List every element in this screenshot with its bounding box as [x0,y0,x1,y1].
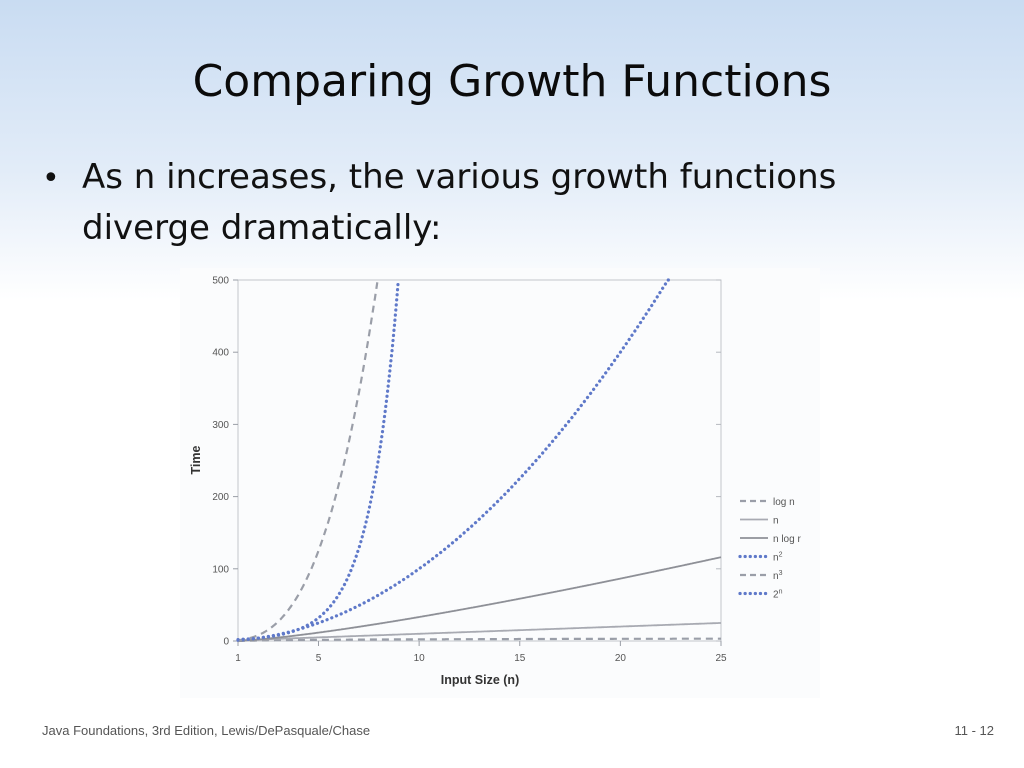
y-tick-label: 0 [223,637,229,648]
legend-label-3: n2 [773,552,783,564]
x-tick-label: 5 [316,653,322,664]
series-line-0 [237,637,722,643]
legend-label-0: log n [773,497,795,508]
bullet-text: As n increases, the various growth funct… [82,157,837,248]
x-tick-label: 10 [414,653,426,664]
y-tick-label: 400 [212,348,229,359]
series-line-1 [237,622,722,642]
x-tick-label: 1 [235,653,241,664]
legend-label-1: n [773,516,779,527]
slide-title: Comparing Growth Functions [192,56,832,107]
y-tick-label: 300 [212,420,229,431]
x-tick-label: 25 [715,653,727,664]
legend-label-5: 2n [773,589,783,601]
x-axis-label: Input Size (n) [441,673,519,687]
y-tick-label: 200 [212,492,229,503]
legend-label-2: n log r [773,534,801,545]
footer-page-number: 11 - 12 [954,723,994,738]
series-line-5 [236,279,400,642]
footer-source: Java Foundations, 3rd Edition, Lewis/DeP… [42,723,371,738]
series-line-3 [236,278,671,642]
series-line-4 [237,282,379,642]
plot-area-border [237,279,722,642]
legend-label-4: n3 [773,570,783,582]
series-line-2 [237,556,722,642]
bullet-dot-icon: • [42,161,60,196]
y-tick-label: 100 [212,564,229,575]
x-tick-label: 20 [615,653,627,664]
x-tick-label: 15 [514,653,526,664]
y-tick-label: 500 [212,276,229,287]
y-axis-label: Time [189,445,203,474]
